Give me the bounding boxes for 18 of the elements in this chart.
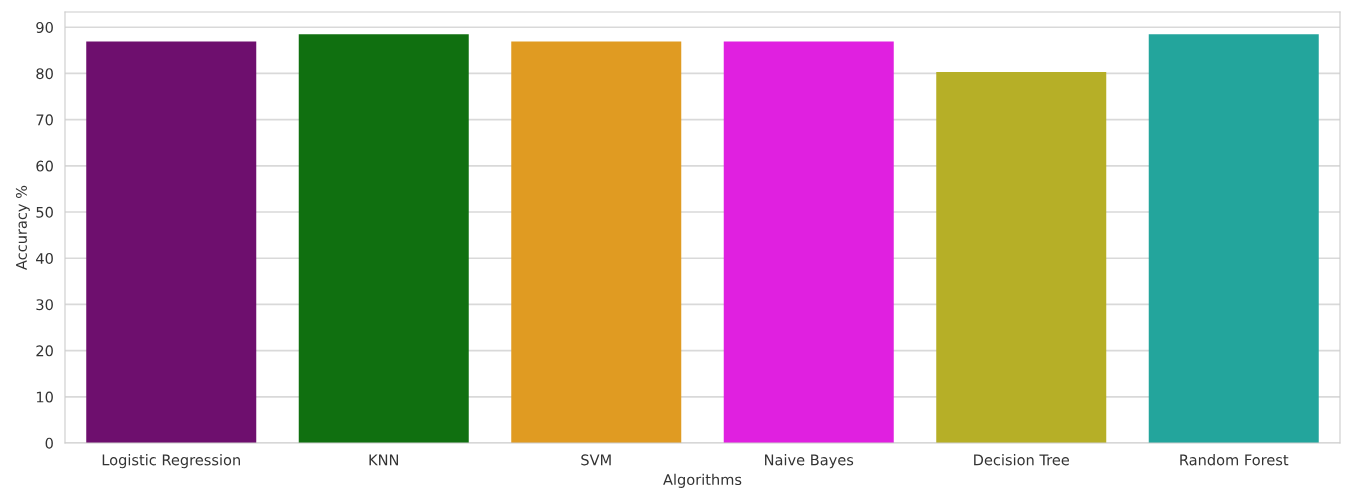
y-tick-label: 30 bbox=[36, 299, 53, 311]
y-tick-label: 90 bbox=[36, 21, 53, 33]
x-axis-title: Algorithms bbox=[663, 473, 742, 488]
y-tick-label: 40 bbox=[36, 252, 53, 264]
y-tick-label: 50 bbox=[36, 206, 53, 218]
y-tick-label: 10 bbox=[36, 391, 53, 403]
x-tick-label: Random Forest bbox=[1180, 454, 1289, 466]
y-tick-label: 20 bbox=[36, 345, 53, 357]
x-tick-label: SVM bbox=[581, 454, 611, 466]
x-tick-label: KNN bbox=[369, 454, 399, 466]
x-tick-label: Logistic Regression bbox=[102, 454, 240, 469]
y-tick-label: 0 bbox=[45, 437, 53, 449]
x-tick-label: Naive Bayes bbox=[765, 454, 854, 469]
y-tick-label: 80 bbox=[36, 68, 53, 80]
y-axis-title: Accuracy % bbox=[15, 185, 30, 270]
y-tick-label: 60 bbox=[36, 160, 53, 172]
y-tick-label: 70 bbox=[36, 114, 53, 126]
x-tick-label: Decision Tree bbox=[974, 454, 1070, 466]
